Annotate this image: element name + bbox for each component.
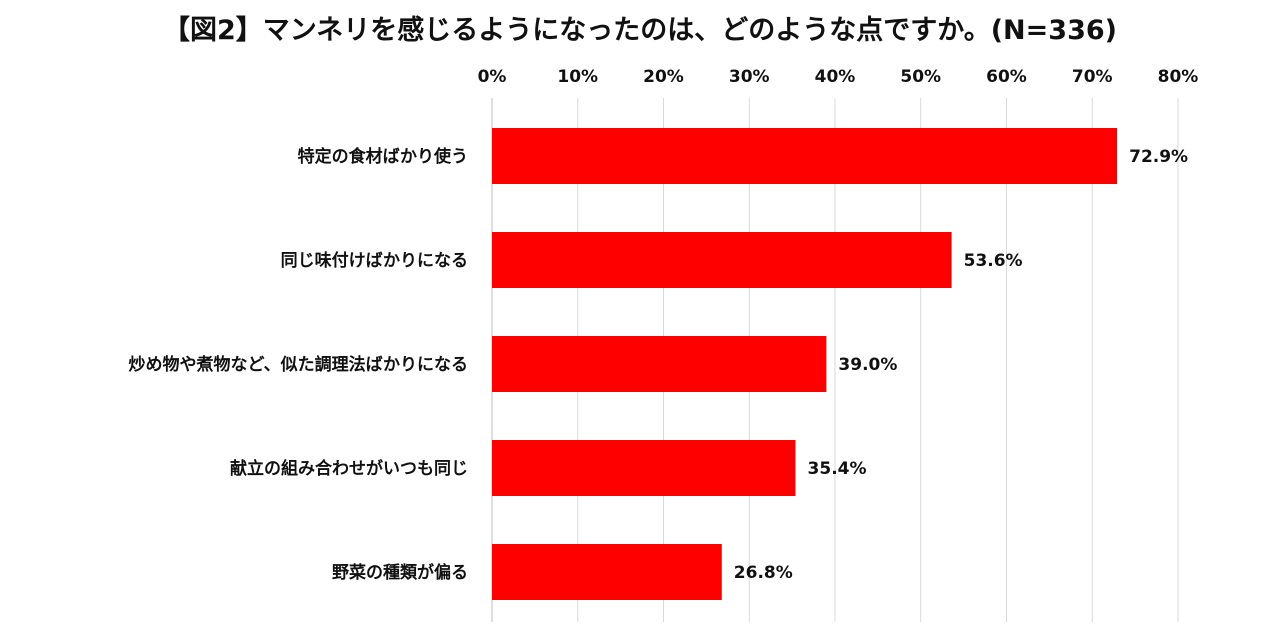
category-label: 炒め物や煮物など、似た調理法ばかりになる [129, 354, 469, 375]
chart-title: 【図2】マンネリを感じるようになったのは、どのような点ですか。(N=336) [163, 15, 1117, 46]
category-label: 同じ味付けばかりになる [281, 250, 468, 271]
bar [492, 336, 827, 392]
category-label: 特定の食材ばかり使う [298, 146, 468, 167]
x-tick-label: 60% [986, 67, 1027, 87]
data-label: 53.6% [964, 251, 1023, 271]
x-tick-label: 0% [478, 67, 507, 87]
x-tick-label: 20% [643, 67, 684, 87]
x-tick-label: 80% [1158, 67, 1199, 87]
x-tick-label: 40% [815, 67, 856, 87]
data-label: 72.9% [1129, 147, 1188, 167]
bar [492, 232, 952, 288]
bar [492, 128, 1118, 184]
category-label: 野菜の種類が偏る [332, 562, 468, 583]
x-tick-label: 50% [900, 67, 941, 87]
data-label: 26.8% [734, 563, 793, 583]
bar [492, 440, 796, 496]
x-tick-label: 30% [729, 67, 770, 87]
category-label: 献立の組み合わせがいつも同じ [230, 458, 468, 479]
bar [492, 544, 722, 600]
data-label: 35.4% [808, 459, 867, 479]
data-label: 39.0% [838, 355, 897, 375]
x-tick-label: 70% [1072, 67, 1113, 87]
x-tick-label: 10% [557, 67, 598, 87]
